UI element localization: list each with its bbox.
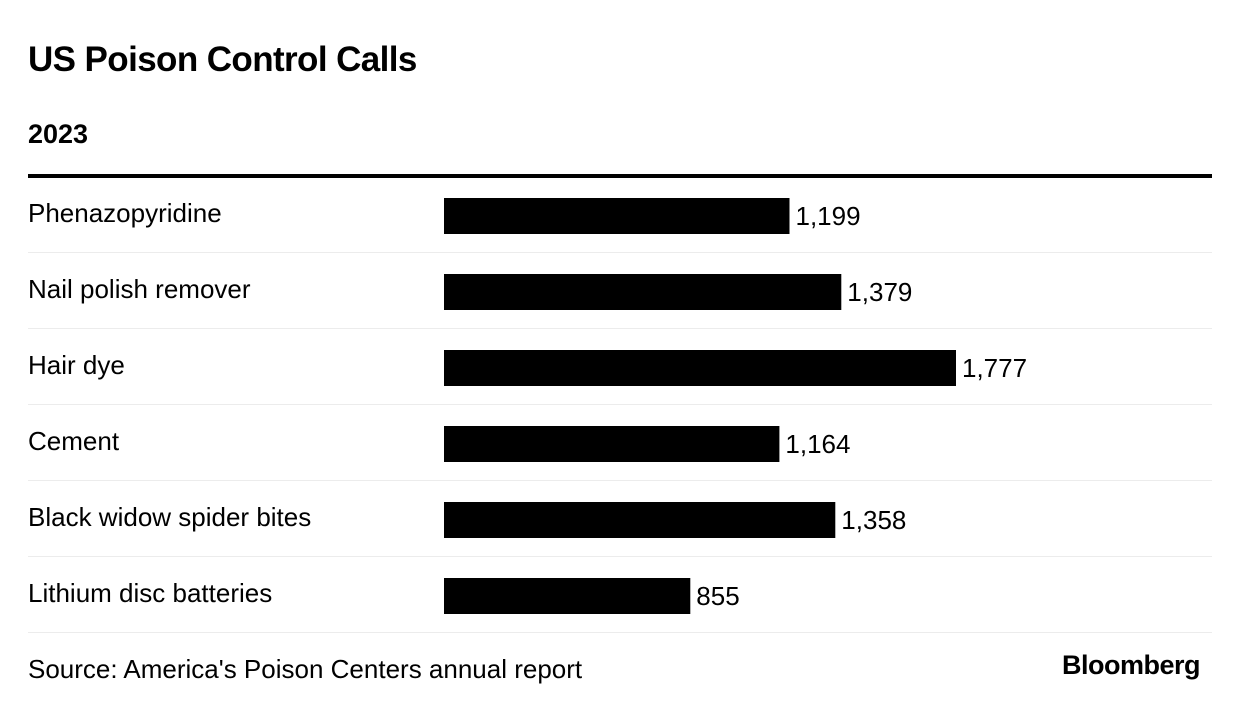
value-label: 1,358 [841, 505, 906, 535]
chart-title: US Poison Control Calls [28, 40, 417, 79]
value-label: 1,777 [962, 353, 1027, 383]
row-divider [28, 556, 1212, 557]
category-label: Black widow spider bites [28, 502, 311, 532]
row-divider [28, 480, 1212, 481]
value-label: 1,379 [847, 277, 912, 307]
category-label: Cement [28, 426, 120, 456]
row-divider [28, 252, 1212, 253]
category-label: Nail polish remover [28, 274, 251, 304]
bar [444, 426, 780, 462]
bloomberg-logo: Bloomberg [1061, 650, 1201, 680]
row-divider [28, 328, 1212, 329]
source-note: Source: America's Poison Centers annual … [28, 654, 583, 684]
bar [444, 198, 790, 234]
bar [444, 578, 691, 614]
header-rule [28, 174, 1212, 178]
bar [444, 274, 842, 310]
row-divider [28, 404, 1212, 405]
value-label: 855 [696, 581, 739, 611]
bar [444, 502, 836, 538]
row-divider [28, 632, 1212, 633]
value-label: 1,164 [785, 429, 850, 459]
chart-subtitle: 2023 [28, 119, 89, 149]
category-label: Lithium disc batteries [28, 578, 272, 608]
category-label: Hair dye [28, 350, 125, 380]
value-label: 1,199 [796, 201, 861, 231]
category-label: Phenazopyridine [28, 198, 222, 228]
bar [444, 350, 956, 386]
